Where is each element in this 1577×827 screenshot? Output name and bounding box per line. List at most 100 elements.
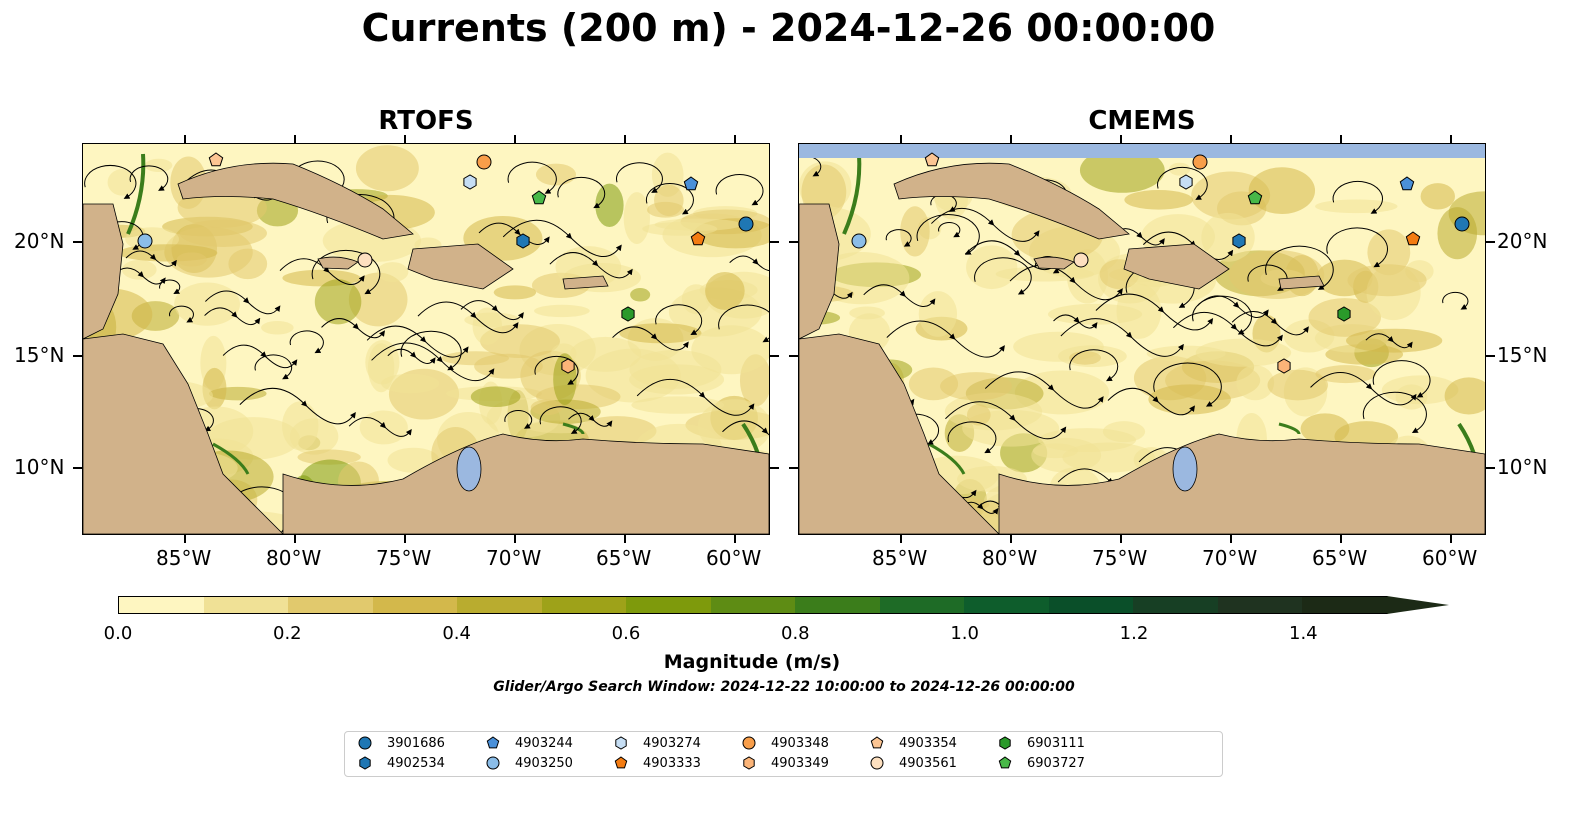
magnitude-patch [355, 145, 419, 192]
legend-label: 4903244 [515, 735, 573, 751]
magnitude-patch [1347, 264, 1427, 297]
x-tick-mark [900, 135, 902, 143]
x-tick-mark [1120, 535, 1122, 543]
colorbar-segment [288, 597, 373, 613]
streamline [478, 222, 550, 245]
landmass [1278, 275, 1325, 290]
map-rtofs [82, 143, 770, 535]
strong-current [212, 442, 250, 475]
magnitude-patch [534, 304, 590, 318]
landmass [177, 162, 414, 240]
y-tick-label-right: 10°N [1497, 455, 1548, 479]
streamline [84, 164, 137, 199]
float-marker-4903333 [1405, 231, 1421, 246]
streamline [1231, 311, 1309, 336]
streamline [557, 176, 606, 209]
pentagon-marker-icon [486, 736, 500, 749]
legend-entry: 4903354 [869, 735, 957, 751]
landmass [282, 433, 769, 534]
legend-label: 6903727 [1027, 755, 1085, 771]
float-marker-4903561 [357, 252, 373, 268]
magnitude-patch [228, 248, 268, 280]
magnitude-patch [646, 201, 685, 218]
colorbar-segment [1302, 597, 1387, 613]
magnitude-patch [631, 396, 725, 414]
y-tick-mark [1486, 241, 1495, 243]
legend-label: 4903561 [899, 755, 957, 771]
colorbar-tick-label: 0.8 [781, 623, 810, 644]
streamline [938, 222, 961, 238]
float-marker-4903348 [476, 154, 492, 170]
streamline [722, 420, 769, 443]
streamline [504, 410, 533, 429]
x-tick-label: 60°W [1422, 546, 1478, 570]
y-tick-mark [770, 467, 779, 469]
legend-label: 4902534 [387, 755, 445, 771]
x-tick-label: 60°W [706, 546, 762, 570]
x-tick-mark [294, 535, 296, 543]
float-marker-6903111 [1337, 306, 1351, 322]
magnitude-patch [376, 262, 409, 283]
y-tick-mark [770, 241, 779, 243]
streamline [321, 318, 386, 339]
legend-entry: 3901686 [357, 735, 445, 751]
streamline [205, 290, 281, 315]
streamline [729, 255, 769, 271]
streamline [371, 342, 495, 382]
strong-current [126, 153, 146, 235]
magnitude-patch [530, 399, 563, 416]
landmass [998, 433, 1485, 534]
map-cmems [798, 143, 1486, 535]
landmass [317, 256, 359, 270]
magnitude-patch [297, 449, 361, 465]
magnitude-patch [642, 222, 718, 236]
legend-label: 4903274 [643, 735, 701, 751]
pentagon-marker-icon [614, 756, 628, 769]
streamline [1107, 387, 1195, 416]
float-marker-6903727 [531, 190, 547, 205]
streamline [1060, 318, 1184, 357]
x-tick-label: 80°W [982, 546, 1038, 570]
streamline [931, 208, 1040, 242]
hexagon-marker-icon [615, 736, 627, 750]
magnitude-patch [623, 192, 650, 244]
streamline [534, 355, 579, 385]
colorbar-segment [203, 597, 289, 613]
streamline [885, 229, 912, 247]
legend-label: 4903333 [643, 755, 701, 771]
magnitude-patch [1148, 384, 1231, 415]
x-tick-mark [184, 135, 186, 143]
float-marker-3901686 [738, 216, 754, 232]
strong-current [842, 153, 862, 235]
x-tick-label: 85°W [872, 546, 928, 570]
legend-entry: 4903561 [869, 755, 957, 771]
magnitude-patch [1346, 328, 1443, 353]
colorbar-title: Magnitude (m/s) [663, 651, 841, 673]
magnitude-patch [966, 245, 1018, 290]
x-tick-mark [624, 135, 626, 143]
magnitude-patch [1236, 365, 1275, 401]
x-tick-mark [514, 135, 516, 143]
x-tick-mark [1450, 535, 1452, 543]
magnitude-patch [1267, 369, 1329, 401]
x-tick-mark [624, 535, 626, 543]
circle-marker-icon [486, 756, 500, 770]
legend-label: 4903354 [899, 735, 957, 751]
streamline [863, 284, 936, 307]
x-tick-mark [1230, 135, 1232, 143]
legend-entry: 4902534 [357, 755, 445, 771]
colorbar-segment [119, 597, 204, 613]
streamline [1197, 295, 1269, 318]
x-tick-mark [294, 135, 296, 143]
streamline [539, 406, 582, 434]
streamline [916, 213, 980, 255]
colorbar-segment [879, 597, 965, 613]
streamline [387, 348, 436, 364]
landmass [83, 333, 284, 534]
y-tick-mark [789, 241, 798, 243]
magnitude-patch [569, 336, 642, 372]
float-marker-4903250 [851, 233, 867, 249]
colorbar-segment [541, 597, 627, 613]
magnitude-patch [121, 259, 157, 280]
x-tick-mark [1120, 135, 1122, 143]
